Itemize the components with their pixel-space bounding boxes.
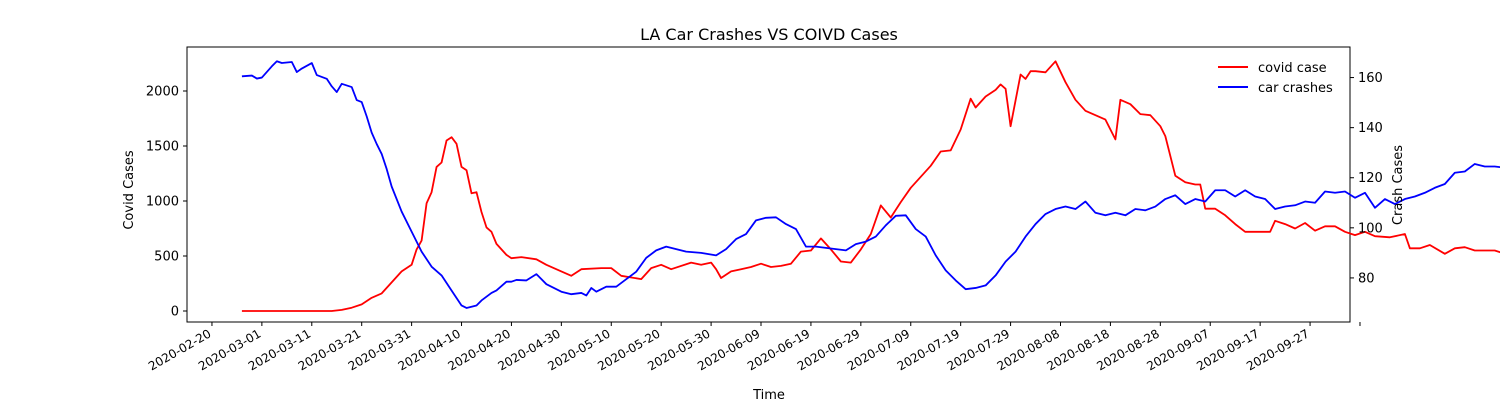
chart-title: LA Car Crashes VS COIVD Cases — [640, 25, 898, 44]
y-left-tick-label: 2000 — [146, 85, 179, 100]
y-axis-left-label: Covid Cases — [122, 150, 137, 230]
y-left-tick-label: 500 — [154, 250, 179, 265]
y-left-tick-label: 1000 — [146, 195, 179, 210]
y-right-tick-label: 80 — [1358, 271, 1375, 286]
legend: covid case car crashes — [1218, 61, 1333, 96]
y-right-tick-label: 100 — [1358, 221, 1383, 236]
y-right-tick-label: 140 — [1358, 121, 1383, 136]
x-axis-label: Time — [752, 388, 785, 400]
y-left-tick-label: 1500 — [146, 140, 179, 155]
legend-label-car-crashes: car crashes — [1258, 81, 1333, 96]
y-axis-right: 80 100 120 140 160 — [1350, 71, 1383, 286]
y-axis-left: 0 500 1000 1500 2000 — [146, 85, 187, 320]
series-line-covid-case — [241, 60, 1500, 312]
series-layer — [241, 60, 1500, 312]
series-line-car-crashes — [241, 60, 1500, 309]
x-axis: 2020-02-202020-03-012020-03-112020-03-21… — [146, 322, 1361, 373]
y-left-tick-label: 0 — [171, 305, 179, 320]
y-axis-right-label: Crash Cases — [1391, 145, 1406, 225]
y-right-tick-label: 160 — [1358, 71, 1383, 86]
plot-frame — [186, 46, 1351, 323]
y-right-tick-label: 120 — [1358, 171, 1383, 186]
legend-label-covid-case: covid case — [1258, 61, 1327, 76]
